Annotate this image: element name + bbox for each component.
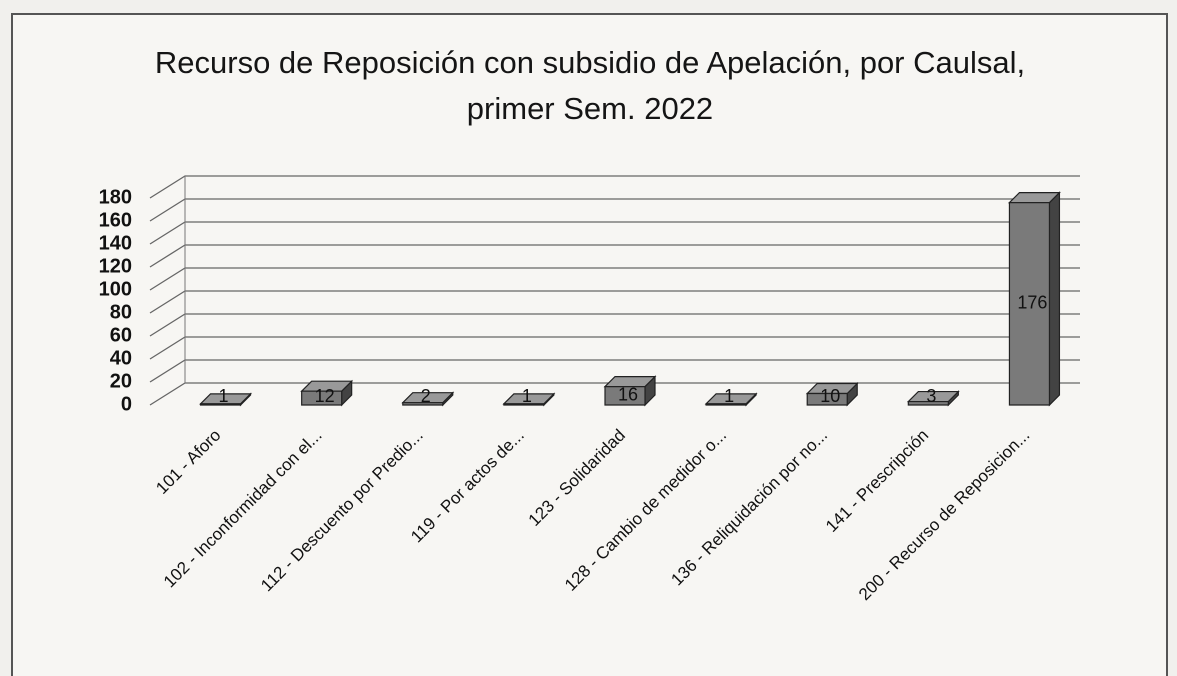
bar-front bbox=[402, 402, 444, 406]
data-label: 1 bbox=[219, 386, 229, 406]
y-tick-label: 20 bbox=[110, 370, 132, 392]
bar-side bbox=[1048, 191, 1061, 407]
bar bbox=[704, 392, 758, 407]
bar-front bbox=[907, 400, 949, 406]
data-label: 2 bbox=[421, 386, 431, 406]
bar bbox=[401, 391, 455, 407]
y-tick-label: 160 bbox=[99, 209, 132, 231]
bar-front bbox=[503, 403, 545, 406]
bar bbox=[906, 390, 960, 407]
bar-front bbox=[705, 403, 747, 406]
y-tick-label: 100 bbox=[99, 278, 132, 300]
bar-front bbox=[199, 403, 242, 406]
data-label: 176 bbox=[1017, 293, 1047, 313]
y-tick-label: 40 bbox=[110, 347, 132, 369]
bar-front bbox=[806, 392, 848, 406]
chart-frame bbox=[11, 13, 1168, 676]
bar bbox=[199, 392, 253, 407]
y-tick-label: 120 bbox=[99, 255, 132, 277]
bar-front bbox=[604, 386, 646, 406]
data-label: 3 bbox=[926, 386, 936, 406]
data-label: 1 bbox=[522, 386, 532, 406]
data-label: 1 bbox=[724, 386, 734, 406]
bar bbox=[300, 379, 354, 407]
y-tick-label: 80 bbox=[110, 301, 132, 323]
bar bbox=[805, 382, 859, 407]
y-tick-label: 60 bbox=[110, 324, 132, 346]
bar bbox=[1007, 191, 1061, 407]
bar-front bbox=[301, 390, 343, 406]
bar bbox=[603, 375, 657, 407]
bar bbox=[502, 392, 556, 407]
data-label: 10 bbox=[820, 386, 840, 406]
y-tick-label: 0 bbox=[121, 393, 132, 415]
bar-front bbox=[1008, 202, 1051, 406]
y-tick-label: 180 bbox=[99, 186, 132, 208]
data-label: 12 bbox=[315, 386, 335, 406]
chart-title: Recurso de Reposición con subsidio de Ap… bbox=[154, 45, 1026, 126]
y-tick-label: 140 bbox=[99, 232, 132, 254]
data-label: 16 bbox=[618, 385, 638, 405]
